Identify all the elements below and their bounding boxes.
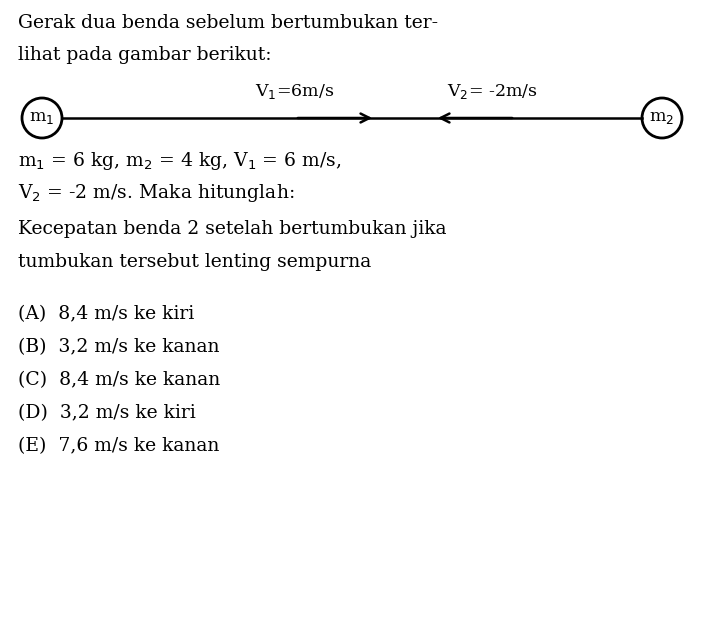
Text: m$_1$ = 6 kg, m$_2$ = 4 kg, V$_1$ = 6 m/s,: m$_1$ = 6 kg, m$_2$ = 4 kg, V$_1$ = 6 m/…	[18, 150, 341, 172]
Text: (A)  8,4 m/s ke kiri: (A) 8,4 m/s ke kiri	[18, 305, 194, 323]
Text: tumbukan tersebut lenting sempurna: tumbukan tersebut lenting sempurna	[18, 253, 372, 271]
Text: (E)  7,6 m/s ke kanan: (E) 7,6 m/s ke kanan	[18, 437, 219, 455]
Text: lihat pada gambar berikut:: lihat pada gambar berikut:	[18, 46, 272, 64]
Text: m$_1$: m$_1$	[29, 109, 55, 127]
Text: (B)  3,2 m/s ke kanan: (B) 3,2 m/s ke kanan	[18, 338, 220, 356]
Text: V$_1$=6m/s: V$_1$=6m/s	[255, 82, 335, 101]
Text: (D)  3,2 m/s ke kiri: (D) 3,2 m/s ke kiri	[18, 404, 196, 422]
Text: (C)  8,4 m/s ke kanan: (C) 8,4 m/s ke kanan	[18, 371, 220, 389]
Text: Kecepatan benda 2 setelah bertumbukan jika: Kecepatan benda 2 setelah bertumbukan ji…	[18, 220, 447, 238]
Text: V$_2$ = -2 m/s. Maka hitunglah:: V$_2$ = -2 m/s. Maka hitunglah:	[18, 182, 294, 204]
Text: V$_2$= -2m/s: V$_2$= -2m/s	[447, 82, 537, 101]
Text: m$_2$: m$_2$	[649, 109, 674, 127]
Text: Gerak dua benda sebelum bertumbukan ter-: Gerak dua benda sebelum bertumbukan ter-	[18, 14, 438, 32]
